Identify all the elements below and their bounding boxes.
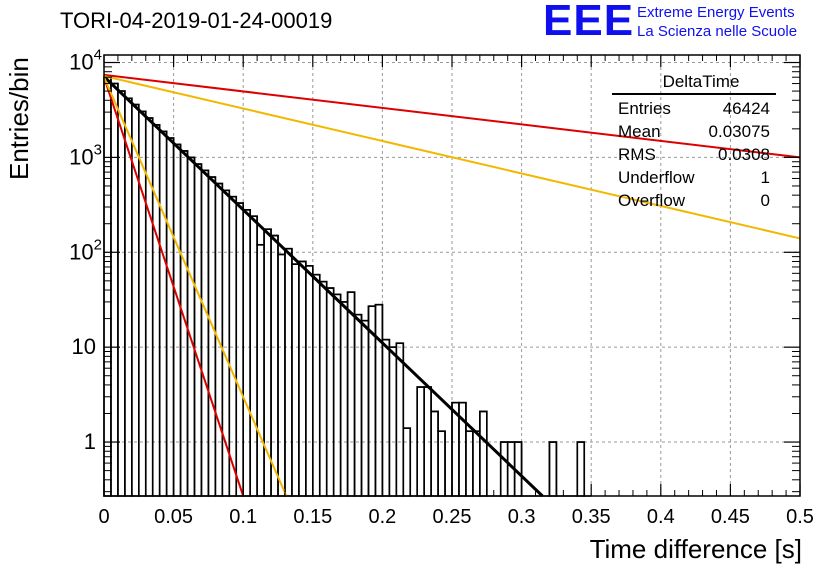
histogram-bin — [499, 441, 509, 497]
histogram-bin — [437, 430, 446, 497]
histogram-bars — [103, 76, 592, 497]
histogram-bin — [332, 293, 342, 497]
logo-line-2: La Scienza nelle Scuole — [637, 23, 798, 40]
stats-value: 0.03075 — [708, 122, 770, 141]
histogram-bin — [388, 346, 398, 497]
x-axis-ticks: 0 0.05 0.1 0.15 0.2 0.25 0.3 0.35 0.4 0.45 0.5 — [98, 55, 814, 528]
histogram-bin — [298, 260, 307, 497]
histogram-bin — [193, 163, 203, 497]
histogram-bin — [479, 410, 488, 497]
x-axis-label: Time difference [s] — [589, 534, 802, 564]
stats-label: RMS — [618, 145, 656, 164]
stats-label: Overflow — [618, 191, 686, 210]
stats-value: 0 — [760, 191, 770, 210]
histogram-bin — [465, 430, 474, 497]
histogram-bin — [228, 195, 238, 497]
stats-row: Entries 46424 — [612, 97, 776, 120]
x-tick-label: 0.4 — [647, 506, 675, 528]
x-tick-label: 0.3 — [508, 506, 536, 528]
stats-row: Underflow 1 — [612, 166, 776, 189]
fit-lines — [102, 73, 801, 498]
histogram-bin — [249, 215, 258, 497]
histogram-bin — [151, 124, 161, 497]
logo-line-1: Extreme Energy Events — [637, 4, 795, 21]
fit-line — [102, 75, 544, 498]
histogram-bin — [353, 313, 363, 497]
x-tick-label: 0.1 — [229, 506, 257, 528]
stats-label: Entries — [618, 99, 671, 118]
stats-label: Underflow — [618, 168, 695, 187]
histogram-bin — [291, 263, 300, 497]
histogram-bin — [284, 247, 293, 497]
fit-line — [103, 75, 801, 240]
x-tick-label: 0.25 — [433, 506, 472, 528]
histogram-bin — [110, 82, 119, 497]
histogram-bin — [172, 143, 182, 497]
logo-caption: Extreme Energy Events La Scienza nelle S… — [637, 3, 797, 41]
fit-line — [103, 76, 245, 497]
histogram-bin — [158, 130, 168, 497]
x-tick-label: 0.5 — [786, 506, 814, 528]
stats-row: RMS 0.0308 — [612, 143, 776, 166]
chart-title: TORI-04-2019-01-24-00019 — [60, 8, 333, 33]
histogram-bin — [472, 430, 481, 497]
fit-line — [103, 73, 801, 159]
histogram-bin — [416, 386, 425, 497]
histogram-bin — [235, 202, 245, 497]
histogram-bin — [374, 303, 384, 497]
histogram-bin — [576, 441, 586, 497]
y-tick-label: 1 — [84, 429, 96, 454]
histogram-bin — [117, 90, 126, 497]
histogram-bin — [305, 265, 314, 497]
x-tick-label: 0 — [98, 506, 109, 528]
histogram-bin — [339, 301, 349, 497]
histogram-bin — [311, 273, 321, 497]
histogram-bin — [270, 234, 279, 497]
histogram-bin — [207, 176, 217, 497]
y-axis-label: Entries/bin — [4, 57, 34, 180]
y-tick-label: 10 — [72, 334, 96, 359]
histogram-bin — [346, 291, 356, 497]
stats-title: DeltaTime — [612, 70, 776, 95]
x-tick-label: 0.15 — [293, 506, 332, 528]
stats-value: 1 — [760, 168, 770, 187]
stats-row: Mean 0.03075 — [612, 120, 776, 143]
histogram-bin — [318, 280, 328, 497]
histogram-bin — [256, 243, 265, 497]
eee-logo: EEE — [543, 0, 635, 45]
histogram-bin — [395, 342, 405, 497]
x-tick-label: 0.05 — [154, 506, 193, 528]
fit-line — [103, 76, 288, 497]
y-tick-label: 102 — [69, 236, 102, 264]
histogram-bin — [423, 386, 432, 497]
histogram-bin — [186, 156, 196, 497]
histogram-bin — [402, 427, 412, 497]
x-tick-label: 0.35 — [572, 506, 611, 528]
histogram-bin — [430, 410, 439, 497]
stats-value: 0.0308 — [718, 145, 770, 164]
stats-row: Overflow 0 — [612, 189, 776, 212]
histogram-bin — [381, 338, 391, 497]
stats-value: 46424 — [722, 99, 770, 118]
y-tick-label: 104 — [69, 47, 102, 75]
histogram-bin — [277, 253, 286, 497]
histogram-bin — [103, 76, 112, 497]
x-tick-label: 0.45 — [711, 506, 750, 528]
x-tick-label: 0.2 — [368, 506, 396, 528]
y-tick-label: 103 — [69, 141, 102, 169]
histogram-bin — [200, 169, 210, 497]
stats-box: DeltaTime Entries 46424 Mean 0.03075 RMS 0.… — [612, 70, 776, 212]
histogram-bin — [325, 287, 335, 497]
histogram-bin — [548, 441, 558, 497]
stats-label: Mean — [618, 122, 661, 141]
